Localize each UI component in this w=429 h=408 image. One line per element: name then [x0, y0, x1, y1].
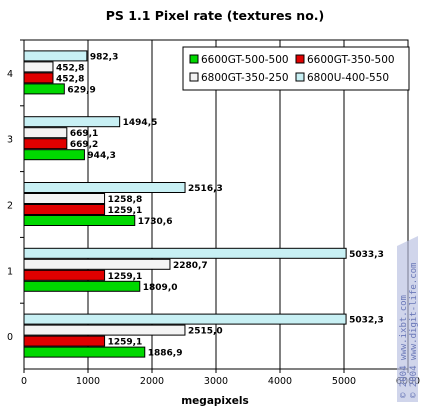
bar	[23, 83, 65, 95]
x-axis-label: megapixels	[181, 395, 249, 407]
bar-value-label: 1809,0	[143, 283, 178, 293]
bar	[23, 313, 347, 325]
bar	[23, 247, 347, 259]
legend-box	[182, 46, 410, 91]
bar-value-label: 452,8	[56, 63, 84, 73]
bar	[23, 269, 106, 281]
y-tick-label: 2	[7, 201, 13, 212]
legend-label: 6600GT-500-500	[201, 54, 289, 66]
watermark: © 2004 www.ixbt.com © 2004 www.digit-lif…	[397, 236, 419, 402]
watermark-text-2: © 2004 www.digit-life.com	[409, 263, 419, 398]
bar	[23, 215, 136, 226]
bar	[23, 193, 106, 204]
bar	[23, 149, 85, 161]
bar	[23, 324, 186, 336]
watermark-text-1: © 2004 www.ixbt.com	[399, 295, 409, 398]
bar-value-label: 944,3	[87, 151, 115, 161]
bar	[23, 335, 106, 347]
bar-value-label: 982,3	[90, 52, 118, 62]
bar	[23, 116, 121, 128]
y-tick-label: 4	[7, 69, 13, 80]
legend: 6600GT-500-500 6600GT-350-500 6800GT-350-2…	[182, 46, 410, 91]
y-tick-label: 1	[7, 266, 13, 277]
axis-layer: 010002000300040005000600001234	[7, 39, 420, 387]
watermark-band	[397, 236, 418, 402]
bar	[23, 127, 68, 139]
legend-label: 6800GT-350-250	[201, 72, 289, 84]
x-tick-label: 2000	[140, 376, 164, 387]
bar-value-label: 1259,1	[108, 272, 143, 282]
bar	[23, 280, 141, 292]
x-tick-label: 4000	[268, 376, 292, 387]
bar-value-label: 452,8	[56, 74, 84, 84]
bar-value-label: 5032,3	[349, 316, 384, 326]
bar	[23, 258, 171, 270]
x-tick-label: 5000	[332, 376, 356, 387]
bar-value-label: 1259,1	[108, 206, 143, 216]
bar-value-label: 1258,8	[108, 195, 143, 205]
legend-label: 6600GT-350-500	[307, 54, 395, 66]
bar-value-label: 669,2	[70, 140, 98, 150]
bar	[23, 138, 68, 150]
bar-value-label: 2516,3	[188, 184, 223, 194]
bar	[23, 61, 54, 73]
y-tick-label: 3	[7, 135, 13, 146]
bar-value-label: 1494,5	[123, 118, 158, 128]
bar	[23, 72, 54, 84]
bar-value-label: 2515,0	[188, 327, 223, 337]
x-tick-label: 3000	[204, 376, 228, 387]
y-tick-label: 0	[7, 332, 13, 343]
bar	[23, 50, 88, 62]
bar-value-label: 629,9	[67, 85, 95, 95]
bar-value-label: 1886,9	[148, 349, 183, 359]
bar-value-label: 669,1	[70, 129, 98, 139]
bar-value-label: 5033,3	[349, 250, 384, 260]
legend-swatch	[295, 54, 305, 64]
bar-value-label: 2280,7	[173, 261, 208, 271]
legend-swatch	[189, 72, 199, 82]
bar	[23, 204, 106, 215]
bar-value-label: 1259,1	[108, 338, 143, 348]
legend-swatch	[295, 72, 305, 82]
legend-swatch	[189, 54, 199, 64]
plot-frame	[23, 39, 409, 370]
legend-label: 6800U-400-550	[307, 72, 389, 84]
bar	[23, 182, 186, 193]
bar-value-label: 1730,6	[138, 217, 173, 227]
bar	[23, 346, 146, 358]
bar-layer: 5032,3 2515,0 1259,1 1886,9 5033,3 2280,7 1259…	[23, 50, 384, 359]
x-tick-label: 1000	[76, 376, 100, 387]
chart-title: PS 1.1 Pixel rate (textures no.)	[106, 8, 325, 23]
x-tick-label: 0	[21, 376, 27, 387]
